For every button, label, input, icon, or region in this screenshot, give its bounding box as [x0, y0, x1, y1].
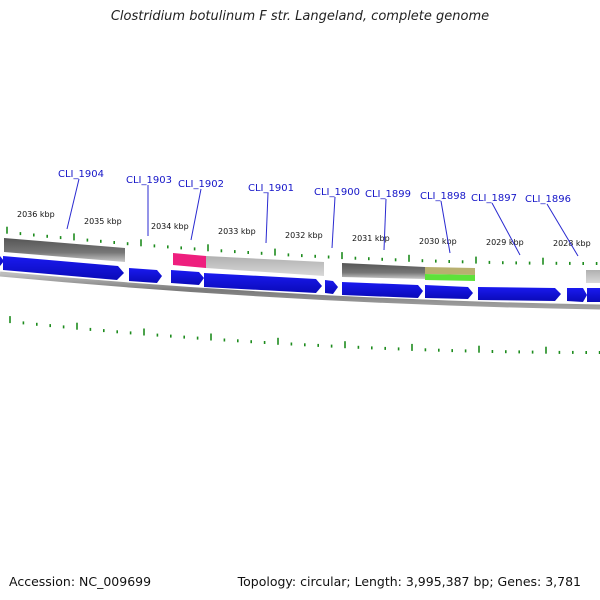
gene-label: CLI_1897 [471, 193, 517, 204]
cds-arrow-8 [478, 287, 561, 301]
kbp-label: 2033 kbp [218, 227, 256, 236]
cds-arrow-3 [171, 270, 204, 285]
outer-tick-ring [6, 226, 598, 265]
gene-label: CLI_1900 [314, 187, 360, 198]
kbp-label: 2032 kbp [285, 231, 323, 240]
feature-cli-1902-pink [173, 253, 206, 268]
map-title: Clostridium botulinum F str. Langeland, … [110, 9, 490, 24]
genome-backbone [0, 271, 600, 310]
kbp-labels: 2036 kbp 2035 kbp 2034 kbp 2033 kbp 2032… [17, 210, 591, 248]
gene-label: CLI_1902 [178, 179, 224, 190]
accession-text: Accession: NC_009699 [9, 574, 152, 589]
leader-line-cli-1901 [265, 192, 269, 244]
leader-line-cli-1898 [440, 200, 451, 254]
cds-arrow-6 [342, 282, 423, 298]
feature-cli-1896 [586, 270, 600, 283]
leader-line-cli-1900 [331, 196, 336, 249]
cds-arrow-9 [567, 288, 587, 302]
leader-line-cli-1897 [491, 202, 521, 256]
feature-cli-1898-olive [425, 267, 475, 275]
gene-label: CLI_1898 [420, 191, 466, 202]
cds-arrow-left-edge [0, 256, 4, 266]
gene-labels: CLI_1904 CLI_1903 CLI_1902 CLI_1901 CLI_… [58, 169, 571, 205]
cds-arrow-5 [325, 280, 338, 294]
gene-label: CLI_1904 [58, 169, 104, 180]
gene-label-lines [66, 178, 579, 257]
cds-arrow-10 [587, 288, 600, 302]
cds-track [0, 256, 600, 302]
kbp-label: 2029 kbp [486, 238, 524, 247]
kbp-label: 2028 kbp [553, 239, 591, 248]
gene-label: CLI_1896 [525, 194, 571, 205]
genome-summary-text: Topology: circular; Length: 3,995,387 bp… [237, 574, 581, 589]
kbp-label: 2034 kbp [151, 222, 189, 231]
leader-line-cli-1896 [546, 203, 579, 257]
feature-cli-1904 [4, 238, 125, 262]
kbp-label: 2035 kbp [84, 217, 122, 226]
cds-arrow-4 [204, 273, 322, 293]
cds-arrow-7 [425, 285, 473, 299]
cds-arrow-2 [129, 268, 162, 283]
leader-line-cli-1902 [190, 188, 202, 241]
gene-label: CLI_1901 [248, 183, 294, 194]
gene-label: CLI_1903 [126, 175, 172, 186]
kbp-label: 2036 kbp [17, 210, 55, 219]
feature-track [4, 238, 600, 283]
cds-arrow-1 [3, 256, 124, 280]
kbp-label: 2030 kbp [419, 237, 457, 246]
feature-cli-1901 [206, 256, 324, 276]
gene-label: CLI_1899 [365, 189, 411, 200]
leader-line-cli-1904 [66, 178, 80, 230]
inner-tick-ring [9, 316, 600, 354]
feature-cli-1898-green [425, 274, 475, 281]
leader-line-cli-1899 [383, 198, 387, 251]
feature-cli-1899 [342, 263, 425, 279]
kbp-label: 2031 kbp [352, 234, 390, 243]
